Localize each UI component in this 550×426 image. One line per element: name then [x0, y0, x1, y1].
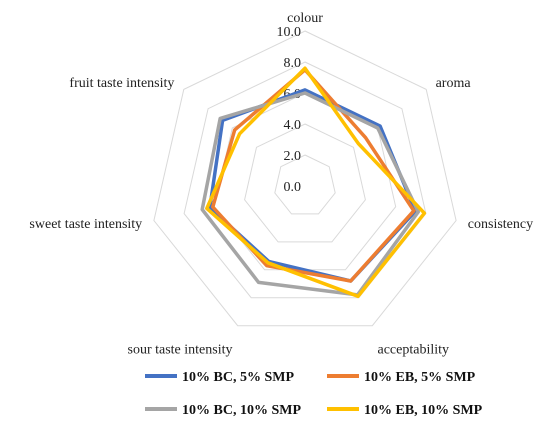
legend-entry: 10% BC, 10% SMP — [182, 403, 301, 418]
legend-entry: 10% EB, 5% SMP — [364, 370, 476, 385]
tick-label: 8.0 — [284, 56, 302, 71]
axis-label: acceptability — [378, 343, 450, 358]
tick-label: 0.0 — [284, 180, 302, 195]
axis-label: sweet taste intensity — [29, 217, 142, 232]
series-line — [200, 91, 421, 297]
tick-label: 4.0 — [284, 118, 302, 133]
series-line — [208, 88, 418, 283]
axis-label: consistency — [468, 217, 533, 232]
axis-label: sour taste intensity — [128, 343, 233, 358]
legend-entry: 10% EB, 10% SMP — [364, 403, 483, 418]
axis-label: fruit taste intensity — [69, 76, 174, 91]
axis-label: colour — [287, 11, 323, 26]
grid-ring — [183, 61, 427, 299]
legend-entry: 10% BC, 5% SMP — [182, 370, 294, 385]
axis-label: aroma — [436, 76, 472, 91]
series-line — [211, 68, 416, 283]
tick-label: 10.0 — [277, 25, 302, 40]
grid-ring — [153, 30, 457, 327]
series-line — [205, 66, 427, 299]
tick-layer: 0.02.04.06.08.010.0 — [277, 25, 302, 195]
grid-ring — [244, 123, 366, 243]
grid-ring — [274, 154, 336, 215]
axis-label-layer: colour aroma consistency acceptability sour … — [29, 11, 533, 358]
legend: 10% BC, 5% SMP 10% EB, 5% SMP 10% BC, 10% … — [145, 370, 483, 418]
tick-label: 2.0 — [284, 149, 302, 164]
series-layer — [200, 66, 427, 299]
grid-layer — [153, 30, 457, 327]
